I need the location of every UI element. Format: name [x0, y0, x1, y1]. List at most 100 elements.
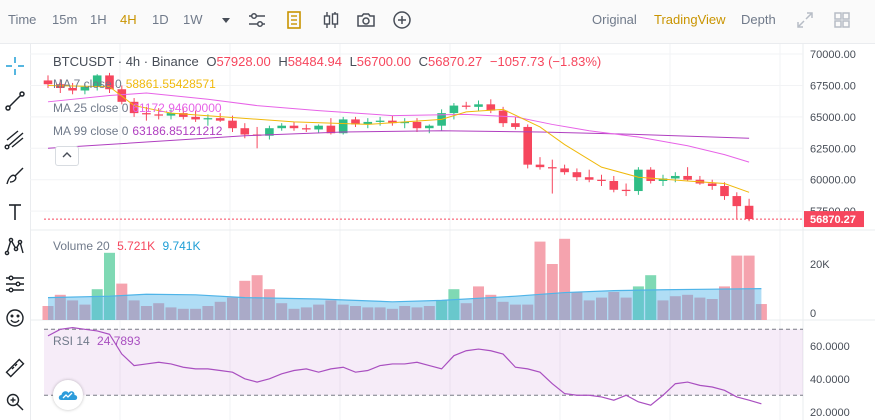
ma25-legend: MA 25 close 0 61172.94600000 — [53, 101, 226, 115]
ma25-label: MA 25 close 0 — [53, 101, 129, 115]
view-depth[interactable]: Depth — [741, 12, 776, 27]
candle-body — [707, 183, 717, 187]
candle-body — [474, 104, 483, 107]
text-icon[interactable] — [3, 200, 27, 224]
chevron-up-icon — [62, 152, 72, 158]
candle-body — [400, 121, 409, 124]
indicator-settings-icon[interactable] — [246, 9, 268, 31]
view-original[interactable]: Original — [592, 12, 637, 27]
candle-body — [80, 86, 90, 91]
candle-body — [43, 80, 53, 85]
candle-body — [166, 113, 176, 116]
volume-bar — [645, 275, 657, 320]
volume-bar — [657, 300, 669, 320]
candle-body — [228, 120, 237, 129]
pattern-icon[interactable] — [3, 234, 27, 258]
candle-body — [449, 105, 459, 114]
volume-ma-area — [48, 288, 762, 320]
drawing-toolbar — [0, 44, 31, 420]
fullscreen-icon[interactable] — [794, 9, 816, 31]
volume-bar — [596, 297, 607, 320]
volume-bar — [202, 306, 214, 320]
candle-body — [732, 196, 742, 207]
volume-bar — [719, 286, 730, 320]
interval-1d[interactable]: 1D — [152, 12, 169, 27]
candle-body — [203, 118, 213, 120]
grid-layout-icon[interactable] — [831, 9, 853, 31]
volume-ma-line — [47, 288, 762, 303]
candle-body — [584, 177, 594, 180]
projection-icon[interactable] — [3, 272, 27, 296]
volume-bar — [485, 294, 497, 320]
volume-bar — [436, 300, 448, 320]
trend-line-icon[interactable] — [3, 89, 27, 113]
add-circle-icon[interactable] — [391, 9, 413, 31]
volume-bar — [79, 304, 91, 320]
candle-body — [375, 120, 385, 122]
volume-label: Volume 20 — [53, 239, 110, 253]
candle-body — [486, 104, 496, 111]
ruler-icon[interactable] — [3, 356, 27, 380]
low-label: L — [349, 54, 357, 69]
tradingview-logo-button[interactable] — [53, 380, 83, 410]
cloud-logo-icon — [58, 391, 78, 400]
candle-body — [621, 189, 631, 192]
view-tradingview[interactable]: TradingView — [654, 12, 726, 27]
price-axis: 70000.00 67500.00 65000.00 62500.00 60000.00… — [810, 49, 856, 419]
volume-value-2: 9.741K — [162, 239, 201, 253]
volume-bar — [337, 304, 349, 320]
volume-bar — [755, 304, 767, 320]
volume-bar — [559, 238, 571, 320]
volume-bar — [473, 286, 484, 320]
volume-bar — [509, 304, 521, 320]
price-tick-label: 65000.00 — [810, 112, 856, 124]
candle-body — [363, 121, 373, 125]
price-chart[interactable]: 70000.00 67500.00 65000.00 62500.00 60000.00… — [0, 44, 875, 420]
camera-icon[interactable] — [355, 9, 377, 31]
candle-body — [634, 169, 643, 192]
candle-body — [240, 128, 250, 135]
zoom-icon[interactable] — [3, 390, 27, 414]
interval-4h[interactable]: 4H — [120, 12, 137, 27]
interval-1w[interactable]: 1W — [183, 12, 203, 27]
volume-bar — [227, 297, 238, 320]
volume-bar — [571, 292, 583, 320]
candlestick-icon[interactable] — [320, 9, 342, 31]
volume-bar — [411, 307, 423, 320]
candle-body — [388, 120, 397, 124]
volume-bar — [731, 255, 743, 320]
volume-bar — [682, 294, 694, 320]
candle-style-icon[interactable] — [283, 9, 305, 31]
candle-body — [326, 125, 336, 134]
candle-body — [302, 128, 311, 130]
ma7-value: 58861.55428571 — [125, 77, 216, 91]
ma7-label: MA 7 close 0 — [53, 77, 122, 91]
volume-bars — [42, 238, 767, 320]
collapse-legend-button[interactable] — [55, 146, 79, 166]
rsi-tick-label: 20.0000 — [810, 407, 850, 419]
candle-body — [511, 123, 520, 127]
change-value: −1057.73 (−1.83%) — [489, 54, 602, 69]
volume-value-1: 5.721K — [117, 239, 156, 253]
candle-body — [129, 101, 139, 114]
candle-body — [314, 125, 323, 130]
candle-body — [265, 128, 274, 136]
interval-1h[interactable]: 1H — [90, 12, 107, 27]
crosshair-icon[interactable] — [3, 54, 27, 78]
emoji-icon[interactable] — [3, 306, 27, 330]
volume-bar — [165, 307, 177, 320]
interval-15m[interactable]: 15m — [52, 12, 78, 27]
candle-body — [523, 126, 532, 165]
volume-bar — [386, 308, 398, 320]
close-value: 56870.27 — [428, 54, 483, 69]
volume-bar — [190, 308, 202, 320]
brush-icon[interactable] — [3, 164, 27, 188]
symbol-line: BTCUSDT · 4h · Binance — [53, 54, 199, 69]
volume-bar — [313, 304, 325, 320]
interval-time[interactable]: Time — [8, 12, 37, 27]
candle-body — [425, 125, 434, 129]
chevron-down-icon[interactable] — [215, 9, 237, 31]
candle-body — [68, 87, 77, 91]
price-tick-label: 60000.00 — [810, 175, 856, 187]
pitchfork-icon[interactable] — [3, 127, 27, 151]
